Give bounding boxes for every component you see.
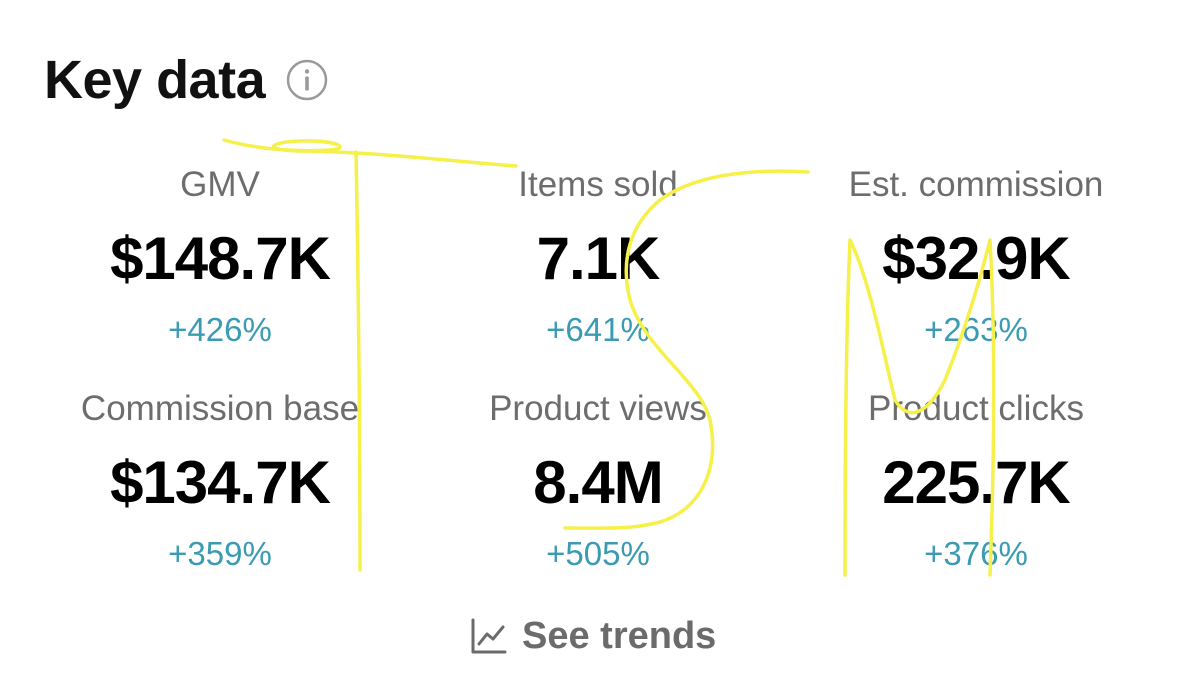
metric-value: 8.4M [533,449,663,516]
metric-value: $134.7K [110,449,331,516]
key-data-header: Key data [44,40,329,120]
metric-label: Items sold [518,165,678,204]
metric-change: +641% [546,311,650,348]
metric-value: 225.7K [882,449,1070,516]
see-trends-label: See trends [522,614,717,657]
metric-label: Commission base [80,389,360,428]
metric-change: +263% [924,311,1028,348]
metric-label: Product clicks [868,389,1084,428]
info-icon[interactable] [285,58,329,102]
metric-product-clicks[interactable]: Product clicks 225.7K +376% [776,388,1176,574]
see-trends-button[interactable]: See trends [470,612,716,660]
metric-items-sold[interactable]: Items sold 7.1K +641% [398,164,798,350]
metric-value: 7.1K [536,225,661,292]
metric-commission-base[interactable]: Commission base $134.7K +359% [20,388,420,574]
metric-product-views[interactable]: Product views 8.4M +505% [398,388,798,574]
metric-gmv[interactable]: GMV $148.7K +426% [20,164,420,350]
metric-change: +505% [546,535,650,572]
metric-label: Product views [489,389,707,428]
page-title: Key data [44,50,266,110]
metric-value: $148.7K [110,225,331,292]
metric-label: GMV [180,165,260,204]
metric-change: +376% [924,535,1028,572]
metric-change: +426% [168,311,272,348]
metric-est-commission[interactable]: Est. commission $32.9K +263% [776,164,1176,350]
line-chart-icon [470,617,508,655]
metric-label: Est. commission [848,165,1104,204]
metric-value: $32.9K [882,225,1070,292]
metric-change: +359% [168,535,272,572]
